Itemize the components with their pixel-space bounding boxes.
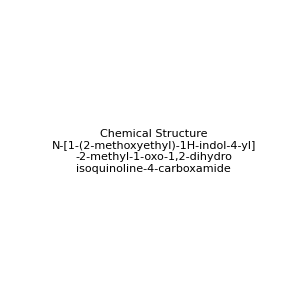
Text: Chemical Structure
N-[1-(2-methoxyethyl)-1H-indol-4-yl]
-2-methyl-1-oxo-1,2-dihy: Chemical Structure N-[1-(2-methoxyethyl)… [52, 129, 256, 174]
